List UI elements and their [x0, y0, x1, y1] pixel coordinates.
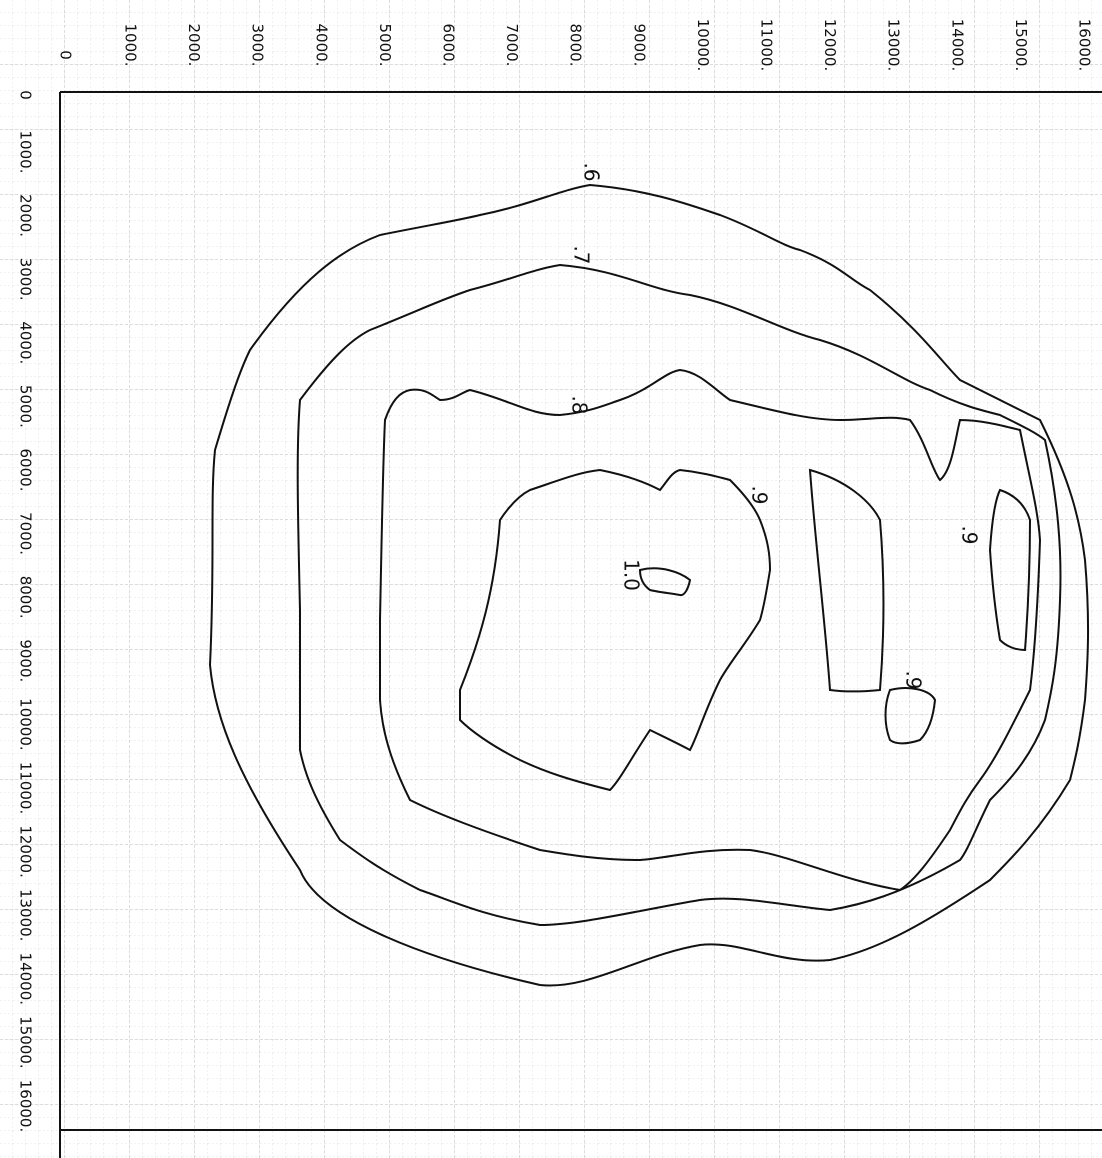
left-axis-label: 3000.: [17, 258, 35, 301]
top-axis-label: 6000.: [440, 24, 458, 67]
labels: 0 1000. 2000. 3000. 4000. 5000. 6000. 7000. 8000…: [17, 19, 1094, 1133]
top-axis-label: 7000.: [503, 24, 521, 67]
left-axis-label: 5000.: [17, 385, 35, 428]
top-axis-label: 4000.: [312, 24, 330, 67]
top-axis-label: 10000.: [694, 19, 712, 72]
left-axis-label: 16000.: [17, 1080, 35, 1133]
contour-label: .8: [568, 395, 592, 414]
left-axis-label: 14000.: [17, 953, 35, 1006]
top-axis-label: 2000.: [185, 24, 203, 67]
left-axis-label: 12000.: [17, 825, 35, 878]
top-axis-label: 9000.: [630, 24, 648, 67]
top-axis-label: 13000.: [885, 19, 903, 72]
top-axis-label: 5000.: [376, 24, 394, 67]
contour-09-far-right: [988, 488, 1032, 652]
contour-06: [208, 183, 1090, 987]
contour-label: .7: [570, 245, 594, 264]
top-axis-label: 12000.: [821, 19, 839, 72]
contour-label: .9: [748, 485, 772, 504]
top-axis-label: 11000.: [758, 19, 776, 72]
left-axis-label: 6000.: [17, 449, 35, 492]
left-axis-label: 9000.: [17, 639, 35, 682]
left-axis-label: 4000.: [17, 321, 35, 364]
contour-08: [379, 368, 1042, 892]
left-axis-label: 7000.: [17, 512, 35, 555]
contour-10: [638, 567, 692, 597]
contour-label: .6: [580, 162, 604, 181]
contour-09-small: [884, 687, 937, 745]
contour-label: .9: [958, 525, 982, 544]
left-axis-label: 10000.: [17, 698, 35, 751]
left-axis-label: 1000.: [17, 131, 35, 174]
top-axis-origin: 0: [57, 50, 75, 60]
contour-09-center: [459, 468, 772, 792]
top-axis-label: 14000.: [948, 19, 966, 72]
left-axis-label: 8000.: [17, 576, 35, 619]
left-axis-label: 15000.: [17, 1016, 35, 1069]
left-axis-label: 13000.: [17, 889, 35, 942]
top-axis-label: 1000.: [122, 24, 140, 67]
left-axis-label: 2000.: [17, 194, 35, 237]
top-axis-label: 15000.: [1012, 19, 1030, 72]
left-axis-origin: 0: [17, 90, 35, 100]
contour-09-right: [808, 468, 885, 693]
contour-label: 1.0: [620, 559, 644, 591]
top-axis-label: 3000.: [249, 24, 267, 67]
contours: [208, 183, 1090, 987]
left-axis-label: 11000.: [17, 762, 35, 815]
top-axis-label: 8000.: [567, 24, 585, 67]
contour-07: [296, 263, 1062, 927]
contour-label: .9: [902, 670, 926, 689]
top-axis-label: 16000.: [1076, 19, 1094, 72]
